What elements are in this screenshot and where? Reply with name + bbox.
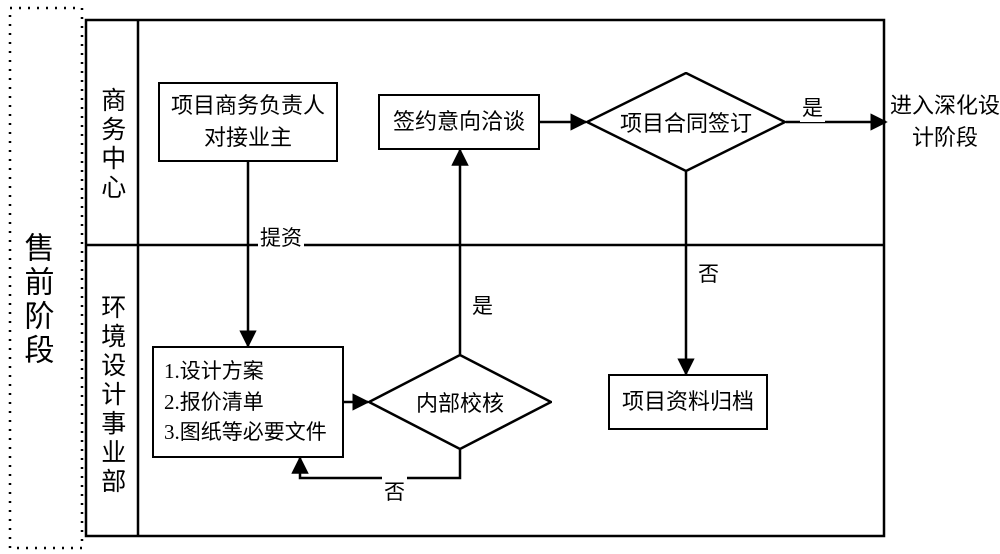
edge-label-sign-yes: 是	[800, 92, 825, 122]
node-text: 签约意向洽谈	[393, 106, 525, 138]
node-owner-contact: 项目商务负责人对接业主	[158, 82, 338, 162]
edge-label-sign-no: 否	[696, 258, 721, 288]
node-text: 进入深化设计阶段	[890, 90, 1000, 154]
node-text: 1.设计方案2.报价清单3.图纸等必要文件	[164, 356, 327, 447]
phase-label: 售前阶段	[18, 170, 53, 430]
node-archive: 项目资料归档	[608, 374, 768, 430]
node-text: 项目合同签订	[620, 106, 752, 138]
node-text: 项目资料归档	[622, 386, 754, 418]
node-text: 项目商务负责人对接业主	[171, 90, 325, 154]
node-sign-intent: 签约意向洽谈	[378, 94, 540, 150]
lane-label-top: 商务中心	[96, 60, 125, 230]
lane-label-bottom: 环境设计事业部	[96, 270, 125, 520]
edges	[0, 0, 1000, 554]
phase-frame	[0, 0, 1000, 554]
edge-label-check-yes: 是	[470, 290, 495, 320]
node-text: 内部校核	[416, 386, 504, 418]
lane-frame	[0, 0, 1000, 554]
edge-label-provide: 提资	[258, 222, 304, 252]
node-deep-design: 进入深化设计阶段	[890, 86, 1000, 158]
node-contract-sign: 项目合同签订	[586, 72, 786, 172]
node-design-docs: 1.设计方案2.报价清单3.图纸等必要文件	[152, 346, 344, 458]
node-internal-check: 内部校核	[368, 354, 552, 450]
edge-label-check-no: 否	[382, 476, 407, 506]
